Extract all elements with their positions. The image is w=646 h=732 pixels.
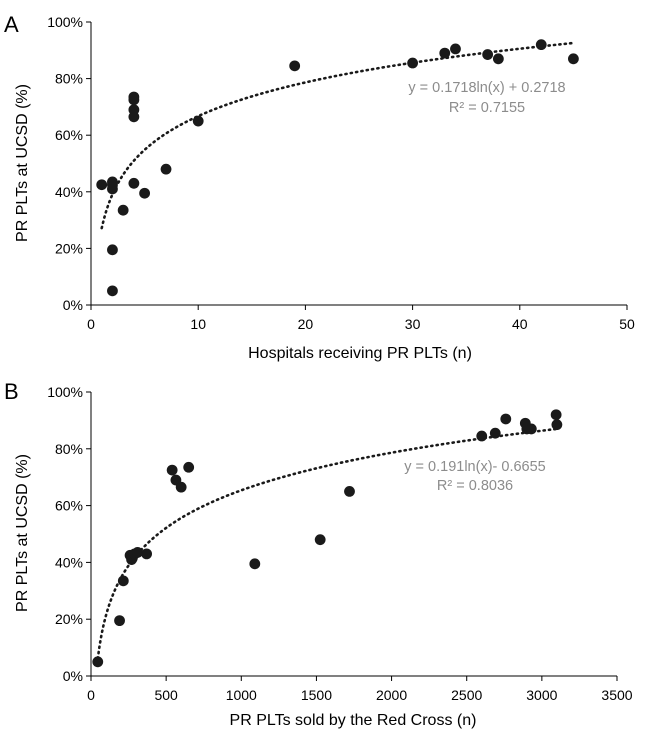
panel-b-y-tick-label: 60%	[55, 498, 83, 514]
panel-a-letter: A	[4, 12, 19, 37]
panel-a-data-point	[450, 43, 461, 55]
panel-a-data-point	[107, 285, 118, 297]
panel-b-x-tick-label: 3500	[601, 687, 632, 703]
panel-b-data-point	[525, 423, 537, 435]
panel-b-data-point	[183, 461, 195, 473]
panel-a-data-point	[107, 244, 118, 256]
panel-b-data-point	[114, 615, 125, 627]
panel-b-data-point	[249, 558, 261, 570]
panel-b-data-point	[476, 430, 488, 442]
panel-b-data-point	[344, 486, 355, 497]
panel-a-data-point	[117, 204, 129, 216]
panel-a-data-point	[492, 53, 504, 65]
panel-b-data-point	[314, 534, 326, 546]
panel-a-data-point	[482, 49, 494, 60]
panel-b-y-tick-label: 100%	[47, 384, 83, 400]
panel-b-data-point	[92, 656, 104, 668]
panel-b-x-tick-label: 2500	[451, 687, 482, 703]
panel-a-trendline-equation: y = 0.1718ln(x) + 0.2718	[408, 80, 565, 96]
panel-a-data-point	[128, 104, 140, 116]
panel-a-data-point	[107, 176, 118, 188]
panel-b-y-axis-label: PR PLTs at UCSD (%)	[14, 454, 31, 612]
panel-b-y-tick-label: 80%	[55, 441, 83, 457]
panel-b-x-tick-label: 500	[154, 687, 178, 703]
panel-a-x-tick-label: 50	[619, 316, 635, 332]
panel-b-r-squared: R² = 0.8036	[437, 478, 513, 494]
panel-a-y-tick-label: 60%	[55, 127, 83, 143]
panel-b-y-tick-label: 0%	[63, 668, 83, 684]
panel-b-data-point	[132, 547, 143, 558]
panel-b-x-tick-label: 0	[87, 687, 95, 703]
panel-a-x-tick-label: 10	[190, 316, 206, 332]
panel-b-y-tick-label: 40%	[55, 554, 83, 570]
panel-a-data-point	[192, 115, 204, 127]
panel-a-data-point	[439, 47, 451, 59]
panel-b-data-point	[117, 575, 129, 587]
panel-a-x-tick-label: 30	[405, 316, 421, 332]
panel-a-data-point	[568, 53, 579, 65]
panel-b-x-tick-label: 1500	[301, 687, 332, 703]
panel-a-y-tick-label: 0%	[63, 297, 83, 313]
panel-b-data-point	[550, 409, 562, 421]
panel-a-y-tick-label: 20%	[55, 240, 83, 256]
panel-b-data-point	[500, 413, 512, 425]
panel-a-y-tick-label: 40%	[55, 184, 83, 200]
panel-a-data-point	[160, 163, 172, 175]
panel-b-trendline-equation: y = 0.191ln(x)- 0.6655	[404, 459, 545, 475]
panel-a-data-point	[128, 91, 140, 103]
panel-b-x-tick-label: 1000	[226, 687, 257, 703]
panel-a-data-point	[407, 57, 418, 69]
panel-a-trendline	[100, 41, 575, 230]
panel-b-y-tick-label: 20%	[55, 611, 83, 627]
panel-a-r-squared: R² = 0.7155	[449, 100, 525, 116]
panel-b-x-tick-label: 3000	[526, 687, 557, 703]
panel-a-x-axis-label: Hospitals receiving PR PLTs (n)	[248, 345, 472, 362]
panel-a-x-tick-label: 0	[87, 316, 95, 332]
panel-a-y-tick-label: 100%	[47, 14, 83, 30]
panel-a-data-point	[535, 39, 547, 51]
panel-b-scatter-chart: B PR PLTs at UCSD (%) PR PLTs sold by th…	[4, 379, 633, 729]
panel-b-letter: B	[4, 379, 19, 404]
panel-b-x-tick-label: 2000	[376, 687, 407, 703]
panel-a-x-tick-label: 20	[298, 316, 314, 332]
panel-b-data-point	[141, 548, 153, 560]
panel-a-y-tick-label: 80%	[55, 71, 83, 87]
panel-a-scatter-chart: A PR PLTs at UCSD (%) Hospitals receivin…	[4, 12, 635, 362]
panel-a-data-point	[96, 179, 108, 191]
panel-a-data-point	[289, 60, 301, 72]
panel-a-y-axis-label: PR PLTs at UCSD (%)	[14, 84, 31, 242]
panel-a-data-point	[139, 187, 151, 199]
panel-b-data-point	[489, 427, 501, 439]
panel-b-x-axis-label: PR PLTs sold by the Red Cross (n)	[230, 712, 477, 729]
panel-a-data-point	[128, 177, 140, 189]
panel-b-data-point	[175, 481, 187, 493]
panel-a-x-tick-label: 40	[512, 316, 528, 332]
panel-b-data-point	[551, 419, 563, 431]
panel-b-data-point	[166, 464, 178, 476]
